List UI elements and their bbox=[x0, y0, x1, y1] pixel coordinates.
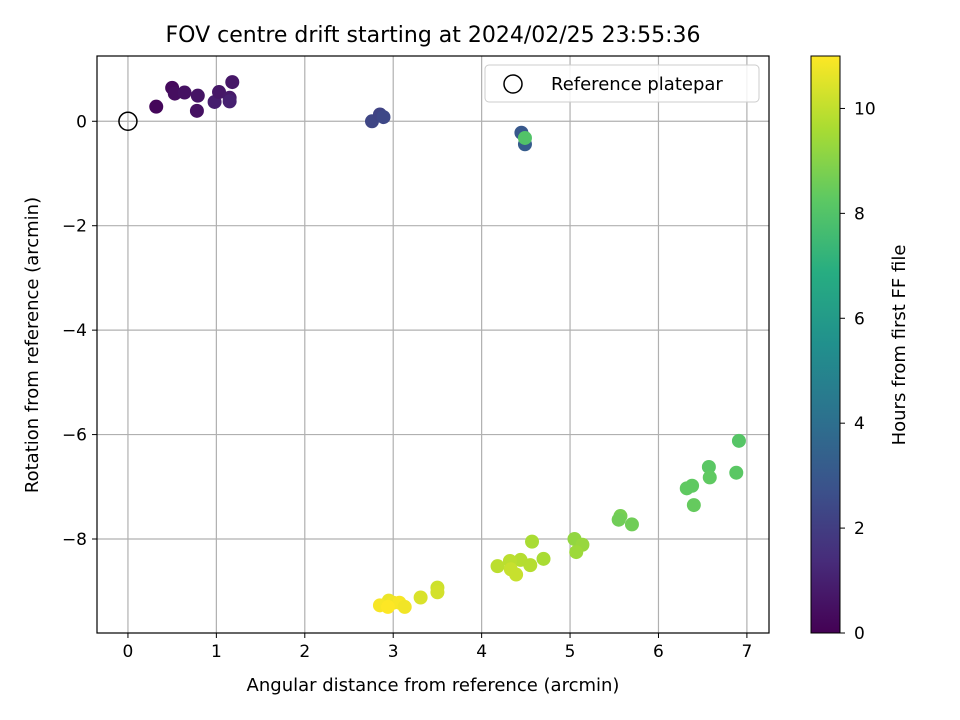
data-point bbox=[189, 103, 204, 118]
chart-title: FOV centre drift starting at 2024/02/25 … bbox=[166, 23, 701, 48]
y-axis-label: Rotation from reference (arcmin) bbox=[22, 197, 43, 493]
reference-platepar-marker bbox=[118, 111, 138, 132]
data-point bbox=[380, 599, 395, 614]
x-tick-label: 6 bbox=[653, 642, 664, 662]
legend-reference-icon bbox=[503, 74, 523, 94]
x-axis-label: Angular distance from reference (arcmin) bbox=[247, 675, 620, 696]
x-tick-label: 4 bbox=[476, 642, 487, 662]
data-point bbox=[222, 94, 237, 109]
colorbar-tick-label: 0 bbox=[854, 624, 865, 644]
colorbar-tick-label: 6 bbox=[854, 309, 865, 329]
data-point bbox=[624, 517, 639, 532]
colorbar-label: Hours from first FF file bbox=[889, 245, 910, 446]
data-point bbox=[212, 85, 227, 100]
colorbar-tick-label: 8 bbox=[854, 204, 865, 224]
legend-box bbox=[484, 64, 760, 103]
data-point bbox=[729, 465, 744, 480]
data-point bbox=[569, 545, 584, 560]
y-tick-label: 0 bbox=[76, 112, 87, 132]
x-tick-label: 3 bbox=[388, 642, 399, 662]
data-point bbox=[731, 433, 746, 448]
data-point bbox=[397, 599, 412, 614]
data-point bbox=[536, 551, 551, 566]
data-point bbox=[177, 85, 192, 100]
colorbar-tick-label: 4 bbox=[854, 414, 865, 434]
y-tick-label: −8 bbox=[62, 530, 87, 550]
grid-lines bbox=[97, 56, 769, 633]
data-point bbox=[413, 590, 428, 605]
colorbar-ticks: 0 2 4 6 8 10 bbox=[840, 99, 876, 644]
data-point bbox=[513, 552, 528, 567]
data-points bbox=[149, 75, 746, 614]
colorbar-tick-label: 2 bbox=[854, 519, 865, 539]
data-point bbox=[686, 498, 701, 513]
x-tick-label: 0 bbox=[123, 642, 134, 662]
y-tick-label: −4 bbox=[62, 321, 87, 341]
y-tick-label: −2 bbox=[62, 217, 87, 237]
legend-entry-reference: Reference platepar bbox=[551, 74, 723, 95]
x-tick-label: 5 bbox=[565, 642, 576, 662]
x-tick-label: 7 bbox=[741, 642, 752, 662]
data-point bbox=[149, 99, 164, 114]
y-tick-label: −6 bbox=[62, 426, 87, 446]
colorbar-tick-label: 10 bbox=[854, 99, 876, 119]
data-point bbox=[430, 585, 445, 600]
colorbar-gradient bbox=[810, 55, 841, 634]
data-point bbox=[702, 470, 717, 485]
data-point bbox=[225, 75, 240, 90]
data-point bbox=[701, 459, 716, 474]
data-point bbox=[509, 567, 524, 582]
plot-frame bbox=[96, 55, 770, 634]
colorbar: 0 2 4 6 8 10 Hours from first FF file bbox=[810, 55, 910, 644]
legend: Reference platepar bbox=[484, 64, 760, 103]
x-tick-label: 2 bbox=[299, 642, 310, 662]
data-point bbox=[190, 88, 205, 103]
y-axis-ticks: 0 −2 −4 −6 −8 bbox=[62, 112, 97, 550]
data-point bbox=[490, 559, 505, 574]
data-point bbox=[679, 481, 694, 496]
data-point bbox=[611, 512, 626, 527]
x-tick-label: 1 bbox=[211, 642, 222, 662]
data-point bbox=[517, 130, 532, 145]
data-point bbox=[376, 110, 391, 125]
x-axis-ticks: 0 1 2 3 4 5 6 7 bbox=[123, 633, 752, 662]
data-point bbox=[525, 534, 540, 549]
